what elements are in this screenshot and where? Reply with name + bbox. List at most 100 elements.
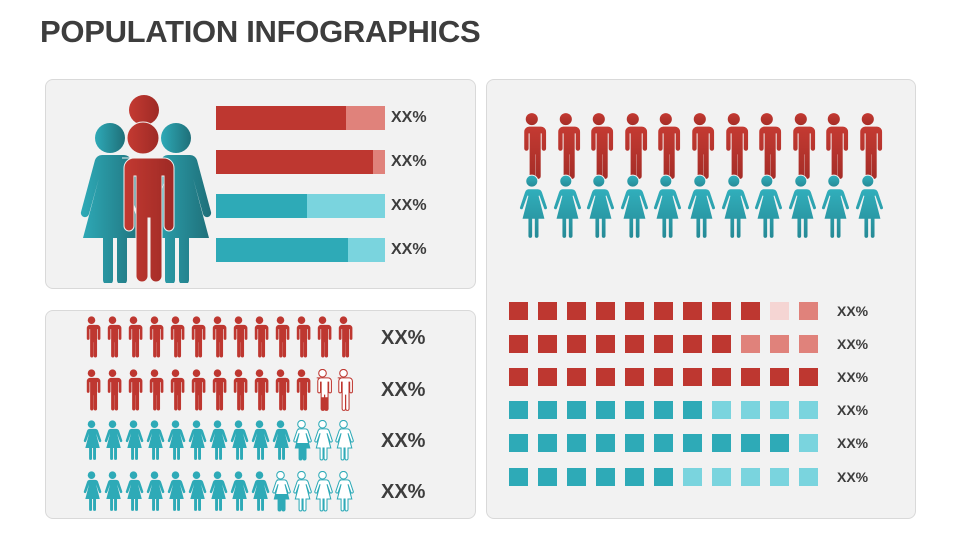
- square-cell: [654, 302, 673, 320]
- woman-icon: [125, 420, 144, 460]
- square-cell: [799, 434, 818, 452]
- woman-icon: [230, 471, 249, 511]
- percent-label: XX%: [381, 481, 426, 503]
- square-cell: [712, 368, 731, 386]
- square-cell: [596, 368, 615, 386]
- man-icon: [724, 113, 748, 179]
- square-cell: [625, 401, 644, 419]
- woman-icon: [104, 471, 123, 511]
- man-icon: [623, 113, 647, 179]
- man-icon: [295, 316, 311, 358]
- square-cell: [509, 368, 528, 386]
- square-cell: [770, 335, 789, 353]
- square-cell: [654, 434, 673, 452]
- square-cell: [799, 401, 818, 419]
- square-cell: [596, 434, 615, 452]
- square-cell: [741, 335, 760, 353]
- man-icon: [690, 113, 715, 179]
- woman-icon: [251, 420, 270, 460]
- square-cell: [741, 468, 760, 486]
- square-cell: [712, 401, 731, 419]
- man-icon: [274, 316, 290, 358]
- icon-row-women-1: [81, 420, 354, 464]
- woman-icon: [293, 471, 312, 512]
- man-icon: [253, 369, 269, 411]
- progress-bar-teal-1: [216, 194, 385, 218]
- square-cell: [799, 302, 818, 320]
- square-row-red-3: [509, 368, 818, 386]
- man-icon: [127, 369, 143, 411]
- women-row: [515, 174, 885, 242]
- square-cell: [538, 302, 557, 320]
- square-cell: [741, 302, 760, 320]
- square-cell: [567, 401, 586, 419]
- woman-icon: [209, 471, 228, 511]
- woman-icon: [518, 174, 549, 240]
- square-cell: [625, 335, 644, 353]
- woman-icon: [188, 420, 207, 460]
- square-cell: [596, 335, 615, 353]
- square-cell: [538, 368, 557, 386]
- square-cell: [538, 335, 557, 353]
- man-icon: [337, 316, 353, 358]
- woman-icon: [753, 174, 784, 240]
- men-row: [515, 112, 885, 180]
- woman-icon: [652, 174, 683, 240]
- man-icon: [757, 113, 782, 179]
- woman-icon: [272, 420, 291, 460]
- gender-bars-panel: XX% XX% XX% XX%: [45, 79, 476, 289]
- man-icon: [522, 113, 547, 179]
- percent-label: XX%: [837, 402, 869, 418]
- percent-label: XX%: [837, 336, 869, 352]
- woman-icon: [314, 420, 333, 461]
- woman-icon: [125, 471, 144, 511]
- square-cell: [596, 401, 615, 419]
- man-icon: [232, 316, 248, 358]
- square-cell: [567, 434, 586, 452]
- percent-label: XX%: [381, 327, 426, 349]
- square-cell: [567, 468, 586, 486]
- square-cell: [683, 434, 702, 452]
- icon-row-men-1: [81, 316, 354, 360]
- man-icon: [316, 369, 332, 411]
- woman-icon: [820, 174, 851, 240]
- woman-icon: [619, 174, 650, 240]
- man-icon: [274, 369, 290, 411]
- square-row-teal-1: [509, 401, 818, 419]
- man-icon: [232, 369, 248, 411]
- square-cell: [538, 468, 557, 486]
- square-cell: [770, 401, 789, 419]
- square-row-teal-2: [509, 434, 818, 452]
- man-icon: [556, 113, 580, 179]
- woman-icon: [167, 420, 186, 460]
- woman-icon: [335, 420, 354, 461]
- man-icon: [169, 316, 185, 358]
- square-cell: [625, 302, 644, 320]
- percent-label: XX%: [837, 369, 869, 385]
- square-cell: [654, 468, 673, 486]
- percent-label: XX%: [391, 241, 427, 258]
- square-cell: [654, 401, 673, 419]
- square-cell: [799, 468, 818, 486]
- square-cell: [770, 468, 789, 486]
- percent-label: XX%: [837, 469, 869, 485]
- square-cell: [567, 302, 586, 320]
- progress-bar-teal-2: [216, 238, 385, 262]
- percent-label: XX%: [381, 430, 426, 452]
- woman-icon: [854, 174, 885, 240]
- man-icon: [253, 316, 269, 358]
- woman-icon: [146, 471, 165, 511]
- square-cell: [538, 401, 557, 419]
- man-icon: [211, 369, 227, 411]
- square-row-red-1: [509, 302, 818, 320]
- man-icon: [791, 113, 815, 179]
- square-cell: [683, 335, 702, 353]
- percent-label: XX%: [391, 197, 427, 214]
- square-cell: [625, 368, 644, 386]
- square-cell: [741, 401, 760, 419]
- square-cell: [509, 335, 528, 353]
- percent-label: XX%: [837, 303, 869, 319]
- man-icon: [127, 316, 143, 358]
- man-icon: [337, 369, 353, 411]
- square-cell: [712, 434, 731, 452]
